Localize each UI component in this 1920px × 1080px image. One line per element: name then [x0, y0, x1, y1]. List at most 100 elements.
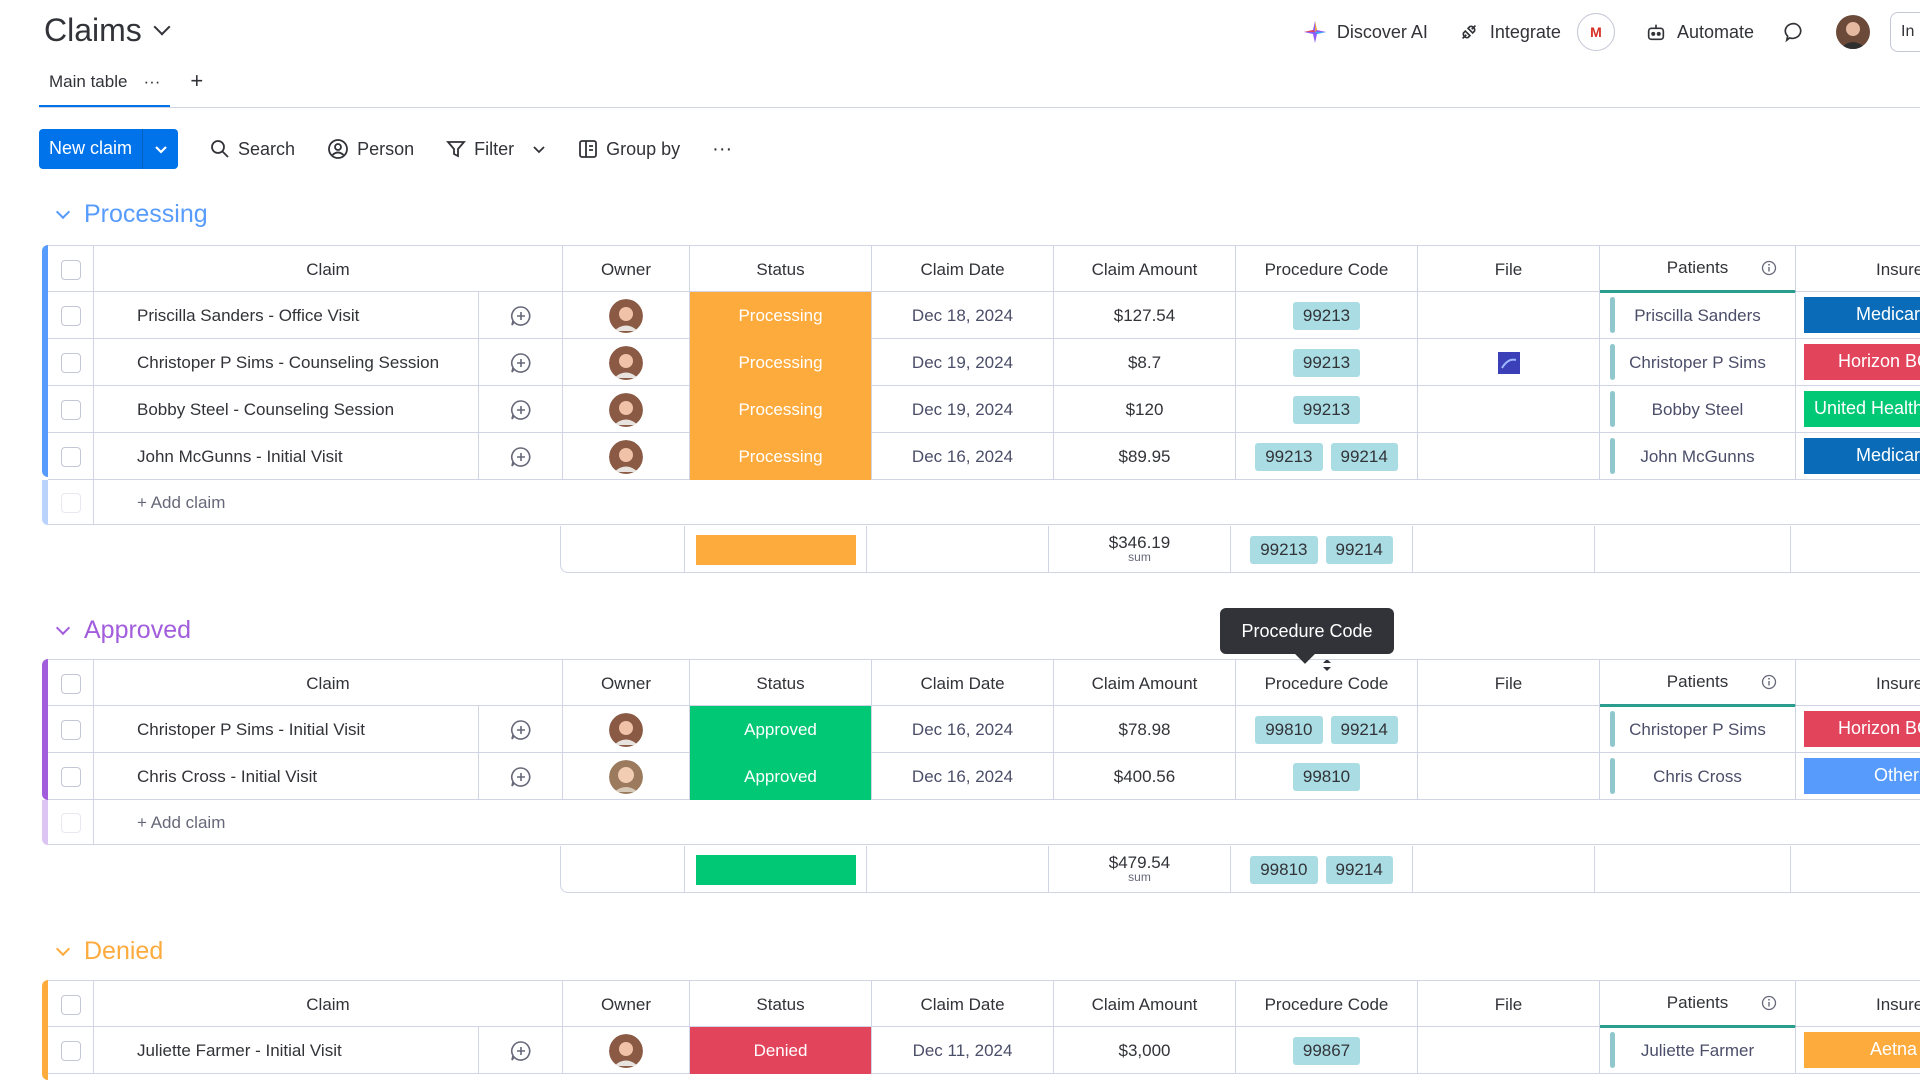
invite-button[interactable]: In	[1890, 12, 1920, 52]
patients-cell[interactable]: Priscilla Sanders	[1600, 292, 1796, 339]
owner-avatar[interactable]	[609, 712, 643, 747]
add-update-icon[interactable]	[509, 304, 533, 328]
file-cell[interactable]	[1418, 753, 1600, 800]
status-label[interactable]: Processing	[690, 433, 871, 480]
gmail-icon[interactable]: M	[1576, 13, 1615, 51]
table-row[interactable]: Priscilla Sanders - Office Visit Process…	[48, 292, 1920, 339]
patient-name[interactable]: Christoper P Sims	[1629, 719, 1766, 739]
claim-name[interactable]: Priscilla Sanders - Office Visit	[94, 292, 479, 339]
column-owner[interactable]: Owner	[563, 981, 690, 1028]
status-label[interactable]: Denied	[690, 1027, 871, 1074]
claim-name[interactable]: Christoper P Sims - Initial Visit	[94, 706, 479, 753]
status-cell[interactable]: Processing	[690, 339, 872, 386]
row-select-cell[interactable]	[48, 706, 94, 753]
claim-name[interactable]: John McGunns - Initial Visit	[94, 433, 479, 480]
owner-avatar[interactable]	[609, 298, 643, 333]
filter-button[interactable]: Filter	[446, 139, 546, 160]
insurer-label[interactable]: Horizon BC	[1804, 711, 1920, 747]
owner-cell[interactable]	[563, 1027, 690, 1074]
claim-amount-cell[interactable]: $127.54	[1054, 292, 1236, 339]
table-row[interactable]: Bobby Steel - Counseling Session Process…	[48, 386, 1920, 433]
patient-name[interactable]: Priscilla Sanders	[1634, 305, 1761, 325]
column-claim[interactable]: Claim	[94, 246, 563, 293]
table-row[interactable]: Chris Cross - Initial Visit Approved Dec…	[48, 753, 1920, 800]
chevron-down-icon[interactable]	[55, 204, 71, 219]
status-label[interactable]: Approved	[690, 753, 871, 800]
insurer-label[interactable]: Medicare	[1804, 297, 1920, 333]
select-all-cell[interactable]	[48, 246, 94, 293]
claim-name[interactable]: Bobby Steel - Counseling Session	[94, 386, 479, 433]
insurer-label[interactable]: Horizon BC	[1804, 344, 1920, 380]
new-claim-dropdown[interactable]	[142, 129, 178, 169]
claim-amount-cell[interactable]: $400.56	[1054, 753, 1236, 800]
add-update-icon[interactable]	[509, 445, 533, 469]
owner-cell[interactable]	[563, 339, 690, 386]
file-cell[interactable]	[1418, 292, 1600, 339]
select-all-checkbox[interactable]	[60, 994, 81, 1015]
automate-button[interactable]: Automate	[1645, 21, 1754, 43]
column-status[interactable]: Status	[690, 246, 872, 293]
column-procedure-code[interactable]: Procedure Code	[1236, 246, 1418, 293]
column-claim[interactable]: Claim	[94, 660, 563, 707]
status-cell[interactable]: Denied	[690, 1027, 872, 1074]
claim-amount-cell[interactable]: $78.98	[1054, 706, 1236, 753]
more-options-button[interactable]: ···	[712, 137, 733, 160]
resize-handle-icon[interactable]	[1322, 660, 1332, 672]
add-update-icon[interactable]	[509, 718, 533, 742]
user-avatar[interactable]	[1836, 15, 1870, 49]
row-checkbox[interactable]	[60, 399, 81, 420]
column-claim-date[interactable]: Claim Date	[872, 660, 1054, 707]
row-select-cell[interactable]	[48, 433, 94, 480]
column-file[interactable]: File	[1418, 660, 1600, 707]
board-title[interactable]: Claims	[44, 12, 171, 49]
column-patients[interactable]: Patients	[1600, 246, 1796, 293]
status-label[interactable]: Processing	[690, 292, 871, 339]
add-update-cell[interactable]	[479, 706, 563, 753]
status-cell[interactable]: Processing	[690, 292, 872, 339]
column-file[interactable]: File	[1418, 981, 1600, 1028]
summary-status-cell[interactable]	[685, 526, 867, 573]
info-icon[interactable]	[1761, 674, 1777, 690]
summary-amount-cell[interactable]: $346.19 sum	[1049, 526, 1231, 573]
claim-date-cell[interactable]: Dec 19, 2024	[872, 386, 1054, 433]
row-checkbox[interactable]	[60, 719, 81, 740]
row-checkbox[interactable]	[60, 446, 81, 467]
procedure-code-cell[interactable]: 99867	[1236, 1027, 1418, 1074]
row-checkbox[interactable]	[60, 352, 81, 373]
column-status[interactable]: Status	[690, 981, 872, 1028]
owner-avatar[interactable]	[609, 1033, 643, 1068]
procedure-code-cell[interactable]: 99213	[1236, 339, 1418, 386]
column-claim-amount[interactable]: Claim Amount	[1054, 246, 1236, 293]
add-update-cell[interactable]	[479, 339, 563, 386]
claim-amount-cell[interactable]: $3,000	[1054, 1027, 1236, 1074]
status-distribution-bar[interactable]	[695, 854, 856, 885]
info-icon[interactable]	[1761, 260, 1777, 276]
insurer-cell[interactable]: Medicare	[1796, 433, 1920, 480]
patients-cell[interactable]: Christoper P Sims	[1600, 339, 1796, 386]
table-row[interactable]: Christoper P Sims - Counseling Session P…	[48, 339, 1920, 386]
claim-amount-cell[interactable]: $8.7	[1054, 339, 1236, 386]
column-insurer[interactable]: Insurer	[1876, 259, 1920, 279]
status-label[interactable]: Approved	[690, 706, 871, 753]
column-claim-date[interactable]: Claim Date	[872, 246, 1054, 293]
add-view-button[interactable]: +	[190, 68, 204, 93]
add-update-icon[interactable]	[509, 1039, 533, 1063]
insurer-cell[interactable]: Medicare	[1796, 292, 1920, 339]
status-cell[interactable]: Approved	[690, 753, 872, 800]
procedure-code-cell[interactable]: 99810	[1236, 753, 1418, 800]
table-row[interactable]: Juliette Farmer - Initial Visit Denied D…	[48, 1027, 1920, 1074]
column-insurer[interactable]: Insurer	[1876, 673, 1920, 693]
patient-name[interactable]: Juliette Farmer	[1640, 1040, 1755, 1060]
column-claim[interactable]: Claim	[94, 981, 563, 1028]
chevron-down-icon[interactable]	[153, 18, 171, 35]
owner-cell[interactable]	[563, 292, 690, 339]
column-owner[interactable]: Owner	[563, 660, 690, 707]
row-checkbox[interactable]	[60, 766, 81, 787]
add-claim-input[interactable]: + Add claim	[137, 492, 226, 512]
claim-name[interactable]: Juliette Farmer - Initial Visit	[94, 1027, 479, 1074]
column-patients[interactable]: Patients	[1600, 981, 1796, 1028]
patients-cell[interactable]: Christoper P Sims	[1600, 706, 1796, 753]
insurer-cell[interactable]: Aetna	[1796, 1027, 1920, 1074]
row-select-cell[interactable]	[48, 339, 94, 386]
summary-amount-cell[interactable]: $479.54 sum	[1049, 846, 1231, 893]
